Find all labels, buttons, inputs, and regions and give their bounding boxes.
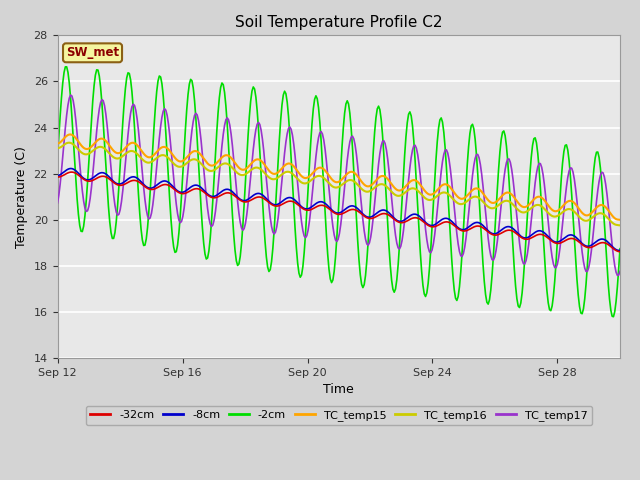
-2cm bbox=[54, 155, 61, 160]
TC_temp16 bbox=[488, 205, 496, 211]
-32cm bbox=[381, 211, 389, 216]
TC_temp16 bbox=[381, 182, 389, 188]
Line: TC_temp15: TC_temp15 bbox=[58, 134, 620, 220]
-32cm bbox=[488, 231, 496, 237]
TC_temp17 bbox=[500, 176, 508, 182]
TC_temp16 bbox=[445, 192, 453, 198]
-32cm bbox=[500, 229, 508, 235]
-32cm bbox=[616, 249, 624, 254]
-8cm bbox=[445, 216, 453, 222]
Line: -32cm: -32cm bbox=[58, 172, 620, 252]
-32cm bbox=[570, 236, 578, 242]
TC_temp17 bbox=[381, 141, 389, 146]
-8cm bbox=[615, 248, 623, 253]
Line: TC_temp16: TC_temp16 bbox=[58, 143, 620, 225]
-2cm bbox=[445, 210, 453, 216]
TC_temp17 bbox=[445, 156, 453, 162]
TC_temp16 bbox=[616, 222, 624, 228]
TC_temp17 bbox=[570, 176, 578, 182]
TC_temp16 bbox=[500, 199, 508, 204]
-8cm bbox=[381, 207, 389, 213]
-2cm bbox=[616, 246, 624, 252]
-2cm bbox=[488, 272, 496, 278]
-2cm bbox=[98, 100, 106, 106]
X-axis label: Time: Time bbox=[323, 383, 354, 396]
TC_temp15 bbox=[570, 200, 578, 206]
Text: SW_met: SW_met bbox=[66, 46, 119, 60]
TC_temp15 bbox=[381, 174, 389, 180]
Line: TC_temp17: TC_temp17 bbox=[58, 95, 620, 276]
TC_temp15 bbox=[488, 200, 496, 206]
TC_temp17 bbox=[98, 97, 106, 103]
TC_temp15 bbox=[98, 136, 106, 142]
TC_temp15 bbox=[54, 141, 61, 146]
-2cm bbox=[63, 64, 70, 70]
-8cm bbox=[54, 173, 61, 179]
-8cm bbox=[488, 230, 496, 236]
-2cm bbox=[570, 235, 578, 241]
-8cm bbox=[500, 225, 508, 231]
Title: Soil Temperature Profile C2: Soil Temperature Profile C2 bbox=[235, 15, 442, 30]
TC_temp16 bbox=[54, 145, 61, 151]
-2cm bbox=[381, 173, 389, 179]
-2cm bbox=[500, 128, 508, 134]
TC_temp17 bbox=[616, 268, 624, 274]
TC_temp17 bbox=[488, 257, 496, 263]
TC_temp17 bbox=[614, 273, 621, 278]
-32cm bbox=[445, 219, 453, 225]
TC_temp15 bbox=[616, 217, 624, 223]
TC_temp16 bbox=[570, 209, 578, 215]
TC_temp16 bbox=[65, 140, 73, 145]
Y-axis label: Temperature (C): Temperature (C) bbox=[15, 146, 28, 248]
Line: -8cm: -8cm bbox=[58, 168, 620, 251]
-32cm bbox=[54, 174, 61, 180]
-2cm bbox=[610, 314, 618, 320]
-8cm bbox=[616, 248, 624, 253]
-8cm bbox=[570, 233, 578, 239]
TC_temp15 bbox=[445, 183, 453, 189]
-8cm bbox=[67, 166, 74, 171]
-32cm bbox=[68, 169, 76, 175]
TC_temp16 bbox=[98, 144, 106, 150]
TC_temp17 bbox=[54, 200, 61, 206]
Line: -2cm: -2cm bbox=[58, 67, 620, 317]
-8cm bbox=[98, 170, 106, 176]
Legend: -32cm, -8cm, -2cm, TC_temp15, TC_temp16, TC_temp17: -32cm, -8cm, -2cm, TC_temp15, TC_temp16,… bbox=[86, 406, 592, 425]
TC_temp15 bbox=[67, 132, 74, 137]
-32cm bbox=[98, 173, 106, 179]
TC_temp17 bbox=[67, 92, 74, 98]
TC_temp15 bbox=[500, 192, 508, 197]
